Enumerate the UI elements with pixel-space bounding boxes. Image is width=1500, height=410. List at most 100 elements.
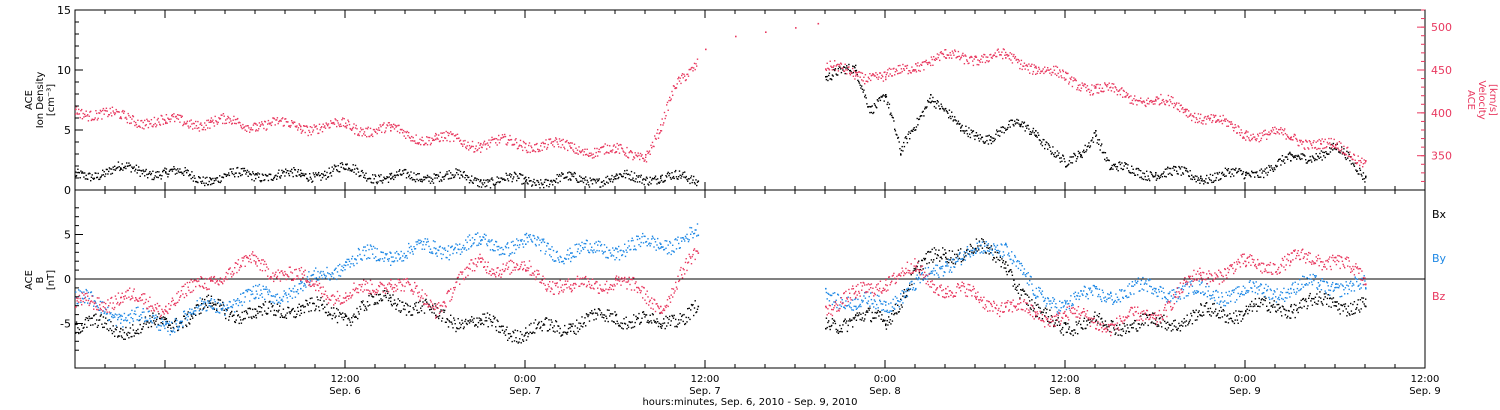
data-point bbox=[1236, 172, 1238, 174]
data-point bbox=[316, 174, 318, 177]
data-point bbox=[1172, 328, 1174, 331]
data-point bbox=[205, 304, 207, 307]
data-point bbox=[315, 174, 318, 176]
data-point bbox=[125, 167, 127, 170]
data-point bbox=[184, 318, 186, 320]
data-point bbox=[848, 320, 850, 322]
data-point bbox=[162, 316, 165, 318]
data-point bbox=[1359, 311, 1361, 313]
data-point bbox=[591, 179, 593, 181]
data-point bbox=[259, 125, 261, 127]
data-point bbox=[135, 164, 138, 166]
data-point bbox=[444, 137, 447, 139]
data-point bbox=[891, 114, 893, 117]
data-point bbox=[402, 170, 404, 172]
data-point bbox=[912, 130, 914, 132]
data-point bbox=[1138, 169, 1140, 171]
data-point bbox=[1009, 126, 1011, 128]
data-point bbox=[1313, 157, 1315, 160]
data-point bbox=[1233, 127, 1236, 129]
data-point bbox=[419, 138, 421, 140]
data-point bbox=[1002, 126, 1005, 129]
data-point bbox=[237, 117, 239, 120]
data-point bbox=[387, 181, 390, 183]
data-point bbox=[118, 335, 120, 337]
data-point bbox=[939, 260, 941, 262]
data-point bbox=[1062, 69, 1064, 71]
data-point bbox=[1115, 166, 1117, 168]
data-point bbox=[107, 115, 109, 118]
data-point bbox=[1178, 102, 1180, 104]
data-point bbox=[910, 72, 912, 74]
data-point bbox=[544, 179, 546, 181]
data-point bbox=[694, 68, 696, 71]
data-point bbox=[1080, 327, 1083, 329]
data-point bbox=[1197, 179, 1199, 181]
data-point bbox=[354, 316, 356, 318]
data-point bbox=[194, 307, 196, 309]
data-point bbox=[148, 120, 150, 123]
data-point bbox=[412, 307, 414, 309]
data-point bbox=[1239, 134, 1242, 136]
data-point bbox=[193, 122, 195, 125]
data-point bbox=[412, 136, 414, 139]
data-point bbox=[849, 69, 852, 72]
data-point bbox=[645, 314, 648, 316]
data-point bbox=[1119, 89, 1121, 91]
data-point bbox=[343, 118, 345, 120]
data-point bbox=[204, 303, 207, 305]
data-point bbox=[675, 176, 678, 178]
data-point bbox=[99, 176, 102, 179]
data-point bbox=[949, 115, 951, 118]
data-point bbox=[951, 57, 953, 59]
data-point bbox=[552, 140, 555, 143]
data-point bbox=[245, 125, 247, 127]
data-point bbox=[1131, 102, 1133, 104]
data-point bbox=[231, 310, 233, 313]
data-point bbox=[1353, 301, 1356, 303]
data-point bbox=[1321, 138, 1323, 140]
data-point bbox=[587, 315, 589, 318]
data-point bbox=[276, 175, 279, 178]
data-point bbox=[870, 79, 872, 82]
data-point bbox=[1347, 146, 1349, 149]
data-point bbox=[226, 304, 228, 306]
data-point bbox=[952, 120, 954, 122]
data-point bbox=[861, 317, 864, 319]
data-point bbox=[446, 139, 448, 142]
data-point bbox=[515, 138, 517, 140]
data-point bbox=[651, 179, 653, 181]
data-point bbox=[1350, 310, 1353, 312]
data-point bbox=[596, 312, 598, 314]
data-point bbox=[290, 311, 292, 313]
data-point bbox=[1023, 62, 1026, 64]
data-point bbox=[550, 319, 552, 321]
data-point bbox=[576, 319, 578, 321]
data-point bbox=[946, 111, 948, 113]
data-point bbox=[285, 317, 288, 319]
data-point bbox=[641, 317, 643, 319]
key-point bbox=[300, 305, 302, 308]
data-point bbox=[1019, 297, 1021, 299]
data-point bbox=[1018, 283, 1020, 286]
data-point bbox=[825, 317, 828, 319]
data-point bbox=[1292, 139, 1294, 141]
data-point bbox=[1318, 138, 1320, 141]
data-point bbox=[1191, 115, 1194, 117]
data-point bbox=[1030, 308, 1032, 311]
data-point bbox=[228, 121, 231, 124]
data-point bbox=[77, 113, 79, 115]
data-point bbox=[420, 307, 422, 309]
data-point bbox=[566, 333, 568, 335]
data-point bbox=[1041, 311, 1043, 313]
data-point bbox=[1155, 174, 1157, 176]
data-point bbox=[1258, 176, 1260, 178]
data-point bbox=[1132, 327, 1134, 329]
data-point bbox=[233, 314, 235, 316]
data-point bbox=[487, 144, 489, 146]
data-point bbox=[1098, 92, 1100, 94]
data-point bbox=[1065, 322, 1067, 324]
data-point bbox=[375, 303, 377, 305]
data-point bbox=[396, 171, 398, 173]
data-point bbox=[351, 170, 353, 172]
